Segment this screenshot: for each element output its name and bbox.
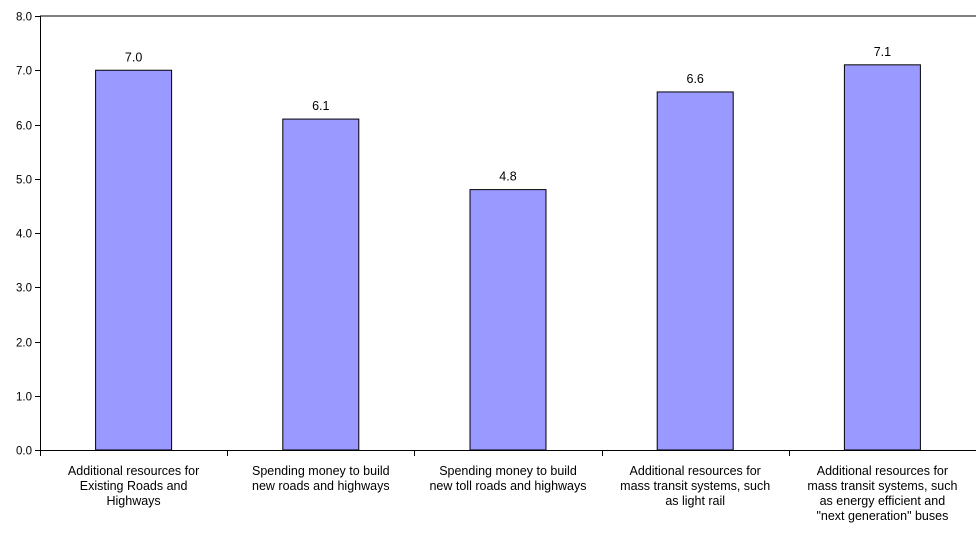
category-label: Additional resources for mass transit sys… xyxy=(807,464,957,523)
axes: 0.0 1.0 2.0 3.0 4.0 5.0 6.0 7.0 8.0 xyxy=(16,12,976,458)
category-label: Additional resources for Existing Roads a… xyxy=(68,464,199,508)
y-tick-label: 7.0 xyxy=(16,66,32,78)
y-tick-label: 8.0 xyxy=(16,12,32,24)
y-tick-label: 6.0 xyxy=(16,121,32,133)
data-label: 4.8 xyxy=(499,170,516,184)
data-label: 6.6 xyxy=(687,72,704,86)
data-label: 7.0 xyxy=(125,50,142,64)
category-label: Additional resources for mass transit sys… xyxy=(620,464,770,508)
category-label: Spending money to build new roads and hig… xyxy=(252,464,390,493)
bar xyxy=(95,69,173,451)
labels: 7.0 Additional resources for Existing Road… xyxy=(68,45,958,523)
data-label: 7.1 xyxy=(874,45,891,59)
category-label: Spending money to build new toll roads an… xyxy=(429,464,586,493)
y-tick-label: 0.0 xyxy=(16,446,32,458)
bars xyxy=(95,64,921,451)
bar xyxy=(843,64,921,451)
y-tick-label: 2.0 xyxy=(16,338,32,350)
y-tick-label: 4.0 xyxy=(16,229,32,241)
y-tick-label: 3.0 xyxy=(16,283,32,295)
bar xyxy=(656,91,734,451)
y-tick-label: 1.0 xyxy=(16,392,32,404)
data-label: 6.1 xyxy=(312,99,329,113)
bar xyxy=(469,189,547,451)
bar xyxy=(282,118,360,451)
y-tick-label: 5.0 xyxy=(16,175,32,187)
